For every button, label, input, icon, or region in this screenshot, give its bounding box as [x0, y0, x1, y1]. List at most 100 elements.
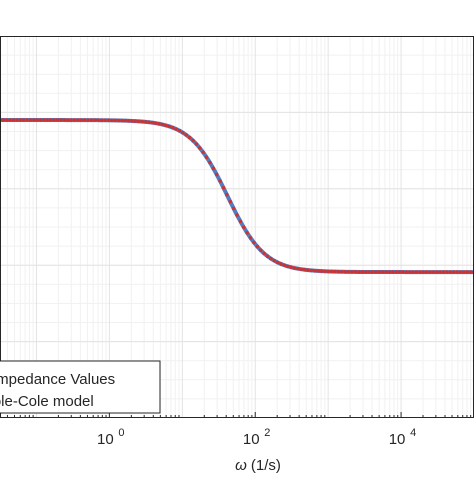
minor-gridlines: [0, 36, 474, 418]
data-point: [25, 118, 29, 122]
data-point: [133, 119, 138, 123]
data-point: [123, 118, 128, 123]
data-point: [336, 269, 341, 274]
data-point: [238, 219, 243, 224]
data-point: [160, 122, 165, 127]
data-point: [285, 264, 290, 269]
data-point: [255, 244, 260, 249]
data-point: [228, 199, 233, 204]
x-axis-label: ω (1/s): [235, 457, 281, 474]
data-point: [394, 270, 398, 274]
data-point: [390, 270, 395, 274]
data-point: [289, 265, 293, 270]
data-point: [421, 270, 426, 274]
data-point: [72, 118, 77, 122]
data-point: [11, 118, 16, 122]
data-point: [360, 270, 365, 274]
data-point: [45, 118, 50, 122]
data-point: [69, 118, 73, 122]
data-point: [164, 123, 168, 128]
data-point: [208, 160, 212, 165]
legend: Impedance Values Cole-Cole model: [0, 360, 161, 414]
data-point: [170, 125, 175, 130]
data-point: [462, 270, 466, 274]
data-point: [181, 130, 185, 135]
data-point: [350, 270, 354, 274]
data-point: [197, 146, 202, 150]
data-point: [418, 270, 422, 274]
data-point: [275, 260, 280, 265]
data-point: [28, 118, 33, 122]
x-axis-symbol: ω: [235, 457, 247, 474]
data-point: [407, 270, 412, 274]
major-gridlines: [0, 36, 474, 418]
data-point: [262, 251, 266, 256]
data-point: [296, 266, 300, 271]
data-point: [272, 258, 277, 263]
data-point: [62, 118, 67, 122]
data-point: [15, 118, 19, 122]
data-point: [441, 270, 446, 274]
data-point: [326, 269, 331, 274]
data-point: [1, 118, 6, 122]
data-point: [333, 269, 337, 274]
data-point: [397, 270, 402, 274]
data-point: [451, 270, 456, 274]
data-point: [48, 118, 53, 122]
data-point: [346, 270, 351, 274]
data-point: [316, 269, 321, 273]
data-point: [167, 124, 172, 129]
data-point: [96, 118, 100, 122]
x-tick-label-exponent: 4: [410, 427, 416, 439]
data-point: [55, 118, 60, 122]
x-tick-label: 10: [97, 431, 114, 448]
data-point: [455, 270, 459, 274]
data-point: [458, 270, 463, 274]
data-point: [309, 268, 314, 273]
data-point: [218, 179, 222, 183]
data-point: [387, 270, 392, 274]
data-point: [184, 133, 189, 137]
data-point: [103, 118, 107, 123]
data-point: [411, 270, 415, 274]
data-point: [299, 267, 304, 272]
data-point: [52, 118, 56, 122]
data-point: [380, 270, 385, 274]
data-point: [147, 120, 151, 125]
data-point: [89, 118, 94, 122]
data-point: [374, 270, 378, 274]
data-point: [93, 118, 97, 122]
legend-label-model: Cole-Cole model: [0, 393, 94, 410]
data-point: [177, 128, 182, 133]
legend-label-data: Impedance Values: [0, 371, 115, 388]
data-point: [431, 270, 436, 274]
data-point: [367, 270, 371, 274]
data-point: [191, 138, 195, 143]
data-point: [357, 270, 361, 274]
series-layer: [0, 118, 474, 275]
data-point: [231, 206, 236, 211]
data-point: [438, 270, 442, 274]
data-point: [8, 118, 12, 122]
data-point: [150, 120, 155, 125]
data-point: [265, 254, 270, 258]
data-point: [140, 119, 144, 124]
data-point: [201, 150, 205, 155]
data-point: [414, 270, 419, 274]
data-point: [32, 118, 36, 122]
x-tick-label-exponent: 0: [118, 427, 124, 439]
data-point: [42, 118, 46, 122]
data-point: [465, 270, 470, 274]
data-point: [99, 118, 104, 123]
data-point: [65, 118, 70, 122]
data-point: [109, 118, 114, 123]
data-point: [187, 135, 192, 140]
data-point: [330, 269, 334, 274]
data-point: [434, 270, 439, 274]
data-point: [279, 262, 283, 266]
data-point: [143, 120, 148, 124]
data-point: [211, 166, 216, 171]
data-point: [258, 248, 263, 253]
